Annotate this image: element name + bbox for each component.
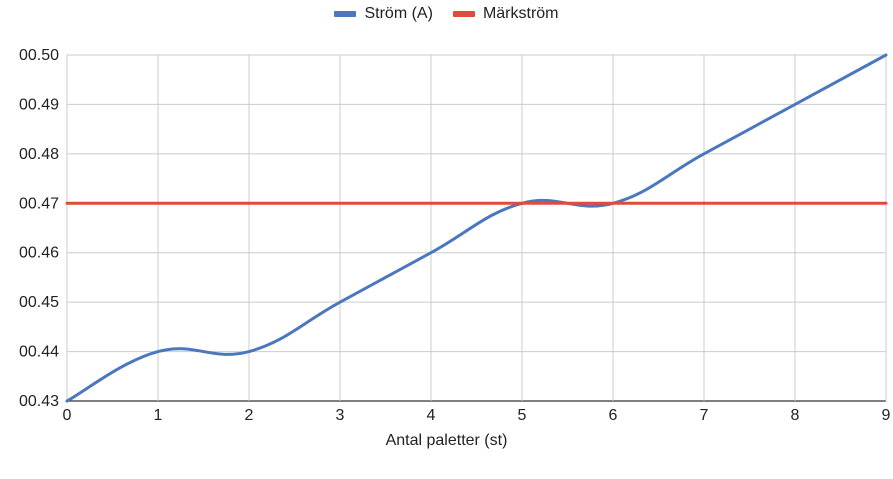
x-axis-label: Antal paletter (st) <box>385 432 508 449</box>
y-tick-label: 00.50 <box>19 47 59 64</box>
y-tick-label: 00.45 <box>19 294 59 311</box>
x-tick-label: 6 <box>609 407 618 424</box>
x-tick-label: 8 <box>791 407 800 424</box>
y-axis-ticks: 00.43 00.44 00.45 00.46 00.47 00.48 00.49 00.50 <box>19 47 59 410</box>
y-tick-label: 00.46 <box>19 245 59 262</box>
legend-label-strom: Ström (A) <box>364 5 433 22</box>
legend-swatch-markstrom <box>452 11 475 17</box>
y-tick-label: 00.43 <box>19 393 59 410</box>
series-lines <box>65 53 888 403</box>
x-tick-label: 7 <box>700 407 709 424</box>
legend-swatch-strom <box>334 11 357 17</box>
y-tick-label: 00.49 <box>19 96 59 113</box>
y-tick-label: 00.48 <box>19 146 59 163</box>
series-line-0[interactable] <box>65 53 888 403</box>
x-tick-label: 5 <box>518 407 527 424</box>
legend-label-markstrom: Märkström <box>482 5 559 22</box>
x-tick-label: 3 <box>336 407 345 424</box>
x-tick-label: 0 <box>63 407 72 424</box>
legend-item-markstrom[interactable]: Märkström <box>452 5 559 23</box>
x-tick-label: 9 <box>882 407 891 424</box>
y-tick-label: 00.44 <box>19 344 59 361</box>
x-tick-label: 4 <box>427 407 436 424</box>
x-tick-label: 1 <box>154 407 163 424</box>
x-axis-ticks: 0 1 2 3 4 5 6 7 8 9 <box>63 407 891 424</box>
legend-item-strom[interactable]: Ström (A) <box>334 5 433 23</box>
y-tick-label: 00.47 <box>19 195 59 212</box>
legend: Ström (A) Märkström <box>0 5 893 23</box>
x-tick-label: 2 <box>245 407 254 424</box>
